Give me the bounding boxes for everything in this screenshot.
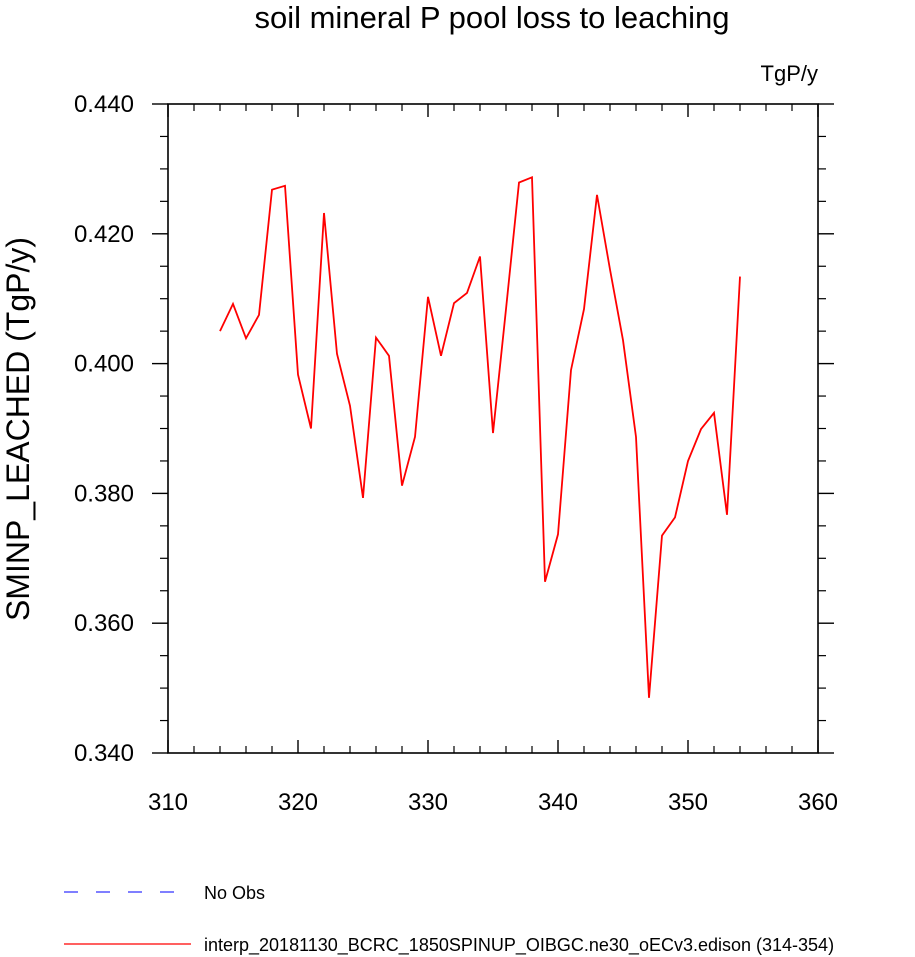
y-tick-label: 0.440 [74,91,134,118]
axis-ticks [152,103,834,754]
x-tick-label: 320 [278,789,318,816]
y-tick-label: 0.420 [74,221,134,248]
legend-label-1: interp_20181130_BCRC_1850SPINUP_OIBGC.ne… [204,935,834,956]
y-tick-label: 0.360 [74,610,134,637]
series-lines [219,175,741,698]
x-tick-label: 310 [148,789,188,816]
series-line-0 [219,175,741,698]
y-axis-label: SMINP_LEACHED (TgP/y) [0,237,36,621]
x-tick-label: 360 [798,789,838,816]
y-tick-label: 0.400 [74,351,134,378]
x-tick-label: 340 [538,789,578,816]
units-label: TgP/y [761,61,818,86]
chart-title: soil mineral P pool loss to leaching [254,0,729,35]
x-tick-label: 350 [668,789,708,816]
y-tick-label: 0.380 [74,480,134,507]
legend: No Obs interp_20181130_BCRC_1850SPINUP_OI… [64,883,834,956]
x-tick-label: 330 [408,789,448,816]
x-tick-labels: 310 320 330 340 350 360 [148,789,838,816]
y-tick-label: 0.340 [74,740,134,767]
legend-label-0: No Obs [204,883,265,903]
y-tick-labels: 0.340 0.360 0.380 0.400 0.420 0.440 [74,91,134,767]
